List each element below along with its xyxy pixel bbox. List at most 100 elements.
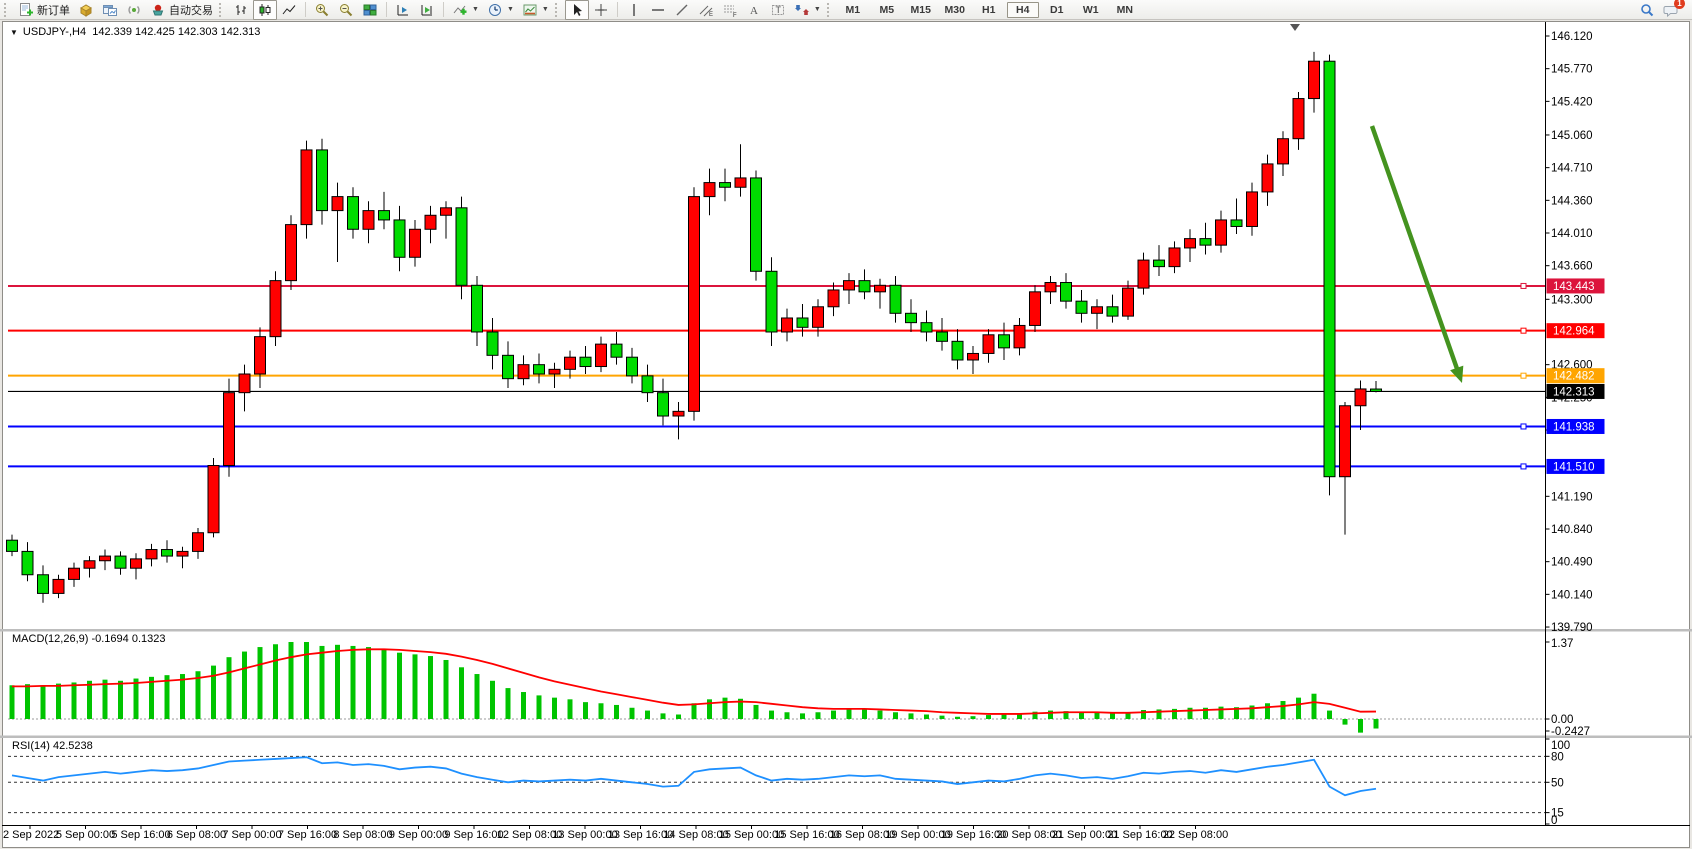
trendline-icon — [674, 2, 690, 18]
chart-shift-button[interactable] — [391, 0, 415, 20]
macd-signal-line — [12, 648, 1377, 715]
svg-text:143.300: 143.300 — [1551, 294, 1593, 306]
timeframe-m1-button[interactable]: M1 — [845, 3, 861, 16]
timeframe-group: M1 M5 M15 M30 H1 H4 D1 W1 MN — [837, 1, 1141, 18]
tile-windows-icon — [362, 2, 378, 18]
signal-icon — [126, 2, 142, 18]
periods-button[interactable]: ▼ — [483, 0, 518, 20]
svg-text:A: A — [750, 5, 758, 17]
chart-shift-icon — [395, 2, 411, 18]
timeframe-mn-button[interactable]: MN — [1116, 3, 1133, 16]
crosshair-icon — [593, 2, 609, 18]
vertical-line-button[interactable] — [622, 0, 646, 20]
channel-button[interactable]: E — [694, 0, 718, 20]
trendline-button[interactable] — [670, 0, 694, 20]
text-label-button[interactable]: T — [766, 0, 790, 20]
toolbar-separator — [616, 2, 618, 17]
auto-scroll-icon — [419, 2, 435, 18]
crosshair-button[interactable] — [589, 0, 613, 20]
time-label: 15 Sep 16:00 — [774, 829, 839, 841]
rsi-label: RSI(14) 42.5238 — [12, 740, 93, 752]
toolbar-grip — [4, 2, 10, 17]
cursor-button[interactable] — [564, 0, 589, 20]
line-chart-button[interactable] — [277, 0, 301, 20]
timeframe-m15-button[interactable]: M15 — [910, 3, 931, 16]
timeframe-h4-button[interactable]: H4 — [1006, 1, 1039, 18]
autotrade-label: 自动交易 — [169, 4, 213, 17]
svg-text:100: 100 — [1551, 740, 1570, 752]
chevron-down-icon: ▼ — [541, 6, 549, 13]
trend-arrow-annotation[interactable] — [1369, 125, 1464, 383]
chat-icon: 1 — [1663, 0, 1685, 18]
signals-button[interactable] — [122, 0, 146, 20]
chevron-down-icon: ▼ — [472, 6, 479, 13]
line-handle[interactable] — [1520, 463, 1527, 470]
fibonacci-button[interactable]: F — [718, 0, 742, 20]
time-label: 7 Sep 00:00 — [222, 829, 281, 841]
text-button[interactable]: A — [742, 0, 766, 20]
chart-windows-icon — [102, 2, 118, 18]
templates-button[interactable]: ▼ — [518, 0, 553, 20]
svg-text:143.443: 143.443 — [1553, 281, 1595, 293]
svg-text:1.37: 1.37 — [1551, 638, 1573, 650]
candlestick-chart-button[interactable] — [253, 0, 277, 20]
equidistant-channel-icon: E — [698, 2, 714, 18]
new-order-button[interactable]: 新订单 — [14, 0, 74, 20]
svg-text:142.964: 142.964 — [1553, 326, 1595, 338]
time-label: 5 Sep 16:00 — [111, 829, 170, 841]
arrow-head — [1450, 365, 1464, 383]
price-label-chips: 143.443 142.964 142.482 141.938 141.510 142.3… — [1546, 278, 1605, 474]
symbol-dropdown-icon[interactable]: ▼ — [10, 27, 18, 37]
svg-text:145.420: 145.420 — [1551, 96, 1593, 108]
indicators-button[interactable]: ▼ — [448, 0, 483, 20]
auto-scroll-button[interactable] — [415, 0, 439, 20]
svg-text:144.010: 144.010 — [1551, 228, 1593, 240]
notifications-button[interactable]: 1 — [1659, 0, 1685, 20]
zoom-out-button[interactable] — [334, 0, 358, 20]
price-chip — [1546, 278, 1605, 294]
time-label: 20 Sep 08:00 — [996, 829, 1061, 841]
timeframe-d1-button[interactable]: D1 — [1050, 3, 1064, 16]
timeframe-m5-button[interactable]: M5 — [879, 3, 895, 16]
arrows-button[interactable]: ▼ — [790, 0, 825, 20]
market-watch-button[interactable] — [74, 0, 98, 20]
line-handle[interactable] — [1520, 423, 1527, 430]
zoom-in-button[interactable] — [310, 0, 334, 20]
charts-button[interactable] — [98, 0, 122, 20]
toolbar-separator — [443, 2, 444, 17]
svg-text:140.840: 140.840 — [1551, 524, 1593, 536]
search-button[interactable] — [1635, 0, 1659, 20]
time-label: 8 Sep 08:00 — [333, 829, 392, 841]
svg-text:0.00: 0.00 — [1551, 714, 1573, 726]
timeframe-m30-button[interactable]: M30 — [944, 3, 965, 16]
line-handle[interactable] — [1520, 282, 1527, 289]
new-order-label: 新订单 — [37, 4, 70, 17]
autotrade-button[interactable]: 自动交易 — [146, 0, 217, 20]
line-handle[interactable] — [1520, 327, 1527, 334]
new-order-icon — [18, 2, 34, 18]
bar-chart-button[interactable] — [229, 0, 253, 20]
horizontal-line-button[interactable] — [646, 0, 670, 20]
chart-shift-marker[interactable] — [1290, 24, 1300, 31]
time-label: 14 Sep 08:00 — [663, 829, 728, 841]
timeframe-h1-button[interactable]: H1 — [982, 3, 996, 16]
fibonacci-icon: F — [722, 2, 738, 18]
toolbar-separator — [386, 2, 387, 17]
text-icon: A — [746, 2, 762, 18]
candles-layer — [6, 51, 1382, 603]
timeframe-w1-button[interactable]: W1 — [1082, 3, 1099, 16]
toolbar-grip — [554, 2, 561, 17]
svg-text:140.490: 140.490 — [1551, 557, 1593, 569]
time-label: 2 Sep 2022 — [3, 829, 59, 841]
yellow-cube-icon — [78, 2, 94, 18]
svg-text:E: E — [709, 12, 713, 18]
search-icon — [1639, 2, 1655, 18]
line-handle[interactable] — [1520, 372, 1527, 379]
toolbar-grip — [826, 2, 833, 17]
svg-text:144.360: 144.360 — [1551, 195, 1593, 207]
price-chip — [1546, 418, 1605, 434]
tile-windows-button[interactable] — [358, 0, 382, 20]
